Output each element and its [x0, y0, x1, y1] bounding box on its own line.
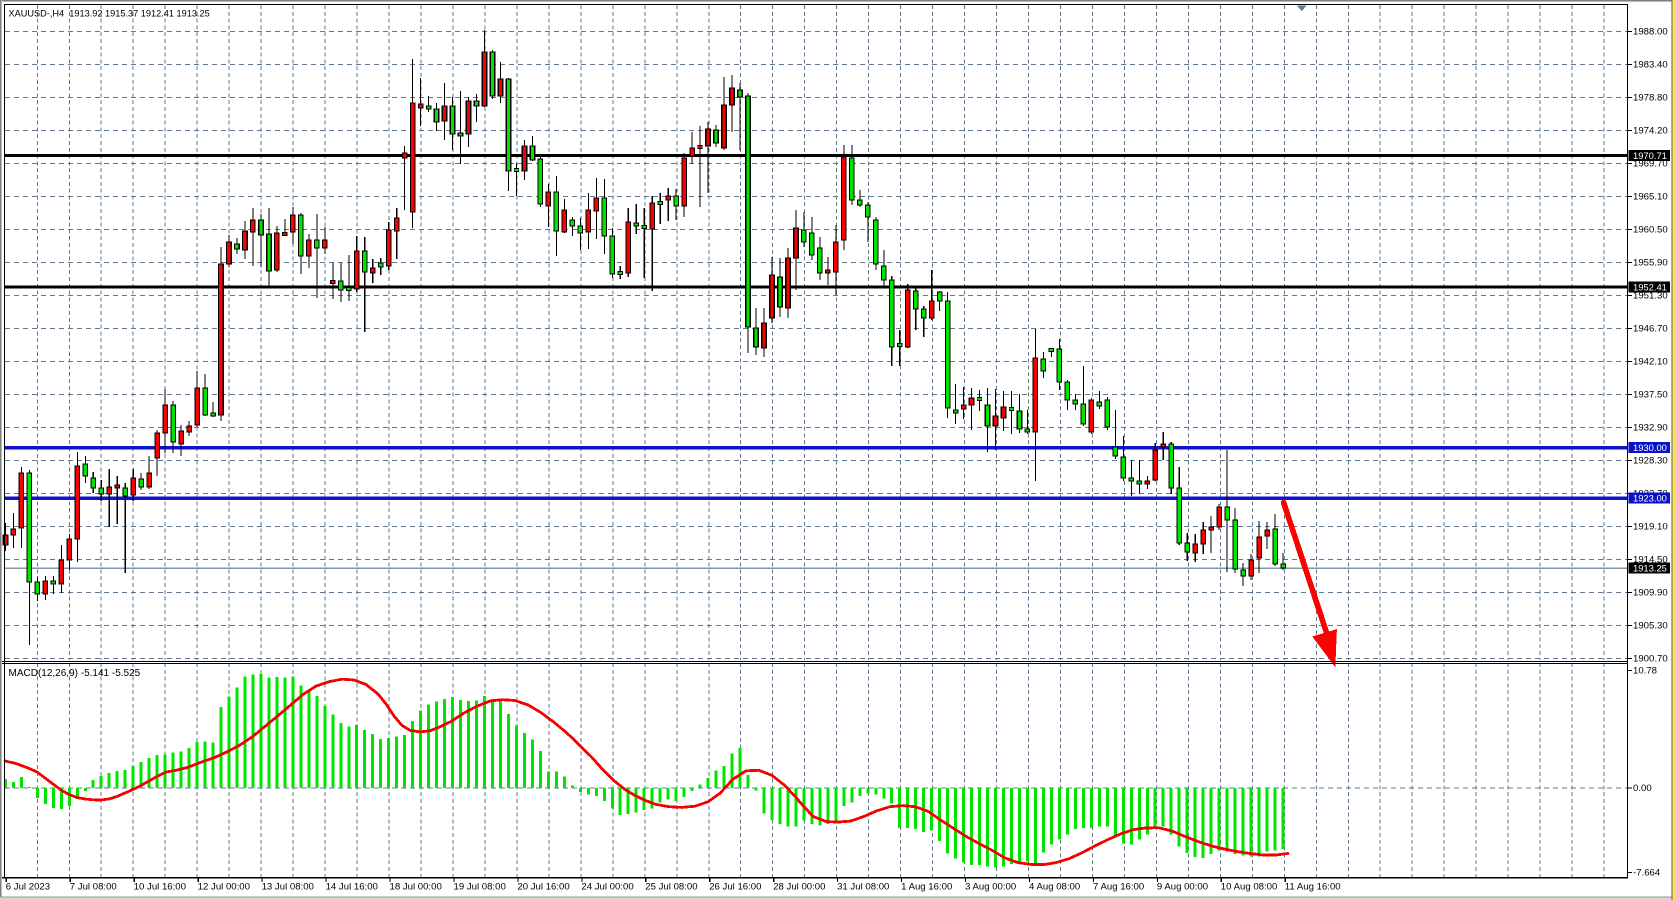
svg-text:-7.664: -7.664 — [1633, 868, 1661, 879]
svg-text:1942.10: 1942.10 — [1633, 357, 1668, 368]
svg-text:1974.20: 1974.20 — [1633, 126, 1668, 137]
svg-text:12 Jul 00:00: 12 Jul 00:00 — [198, 882, 250, 893]
svg-text:24 Jul 00:00: 24 Jul 00:00 — [581, 882, 633, 893]
svg-text:1932.90: 1932.90 — [1633, 423, 1668, 434]
svg-text:11 Aug 16:00: 11 Aug 16:00 — [1285, 882, 1341, 893]
svg-text:MACD(12,26,9) -5.141 -5.525: MACD(12,26,9) -5.141 -5.525 — [9, 668, 141, 679]
svg-text:1905.30: 1905.30 — [1633, 621, 1668, 632]
svg-text:1928.30: 1928.30 — [1633, 456, 1668, 467]
svg-text:1988.00: 1988.00 — [1633, 27, 1668, 38]
svg-text:1960.50: 1960.50 — [1633, 225, 1668, 236]
svg-text:1930.00: 1930.00 — [1633, 442, 1667, 453]
svg-text:28 Jul 00:00: 28 Jul 00:00 — [773, 882, 825, 893]
svg-text:7 Aug 16:00: 7 Aug 16:00 — [1093, 882, 1144, 893]
svg-text:XAUUSD-,H4 1913.92 1915.37 19: XAUUSD-,H4 1913.92 1915.37 1912.41 1913.… — [9, 9, 210, 19]
svg-text:25 Jul 08:00: 25 Jul 08:00 — [645, 882, 697, 893]
svg-text:1951.30: 1951.30 — [1633, 291, 1668, 302]
svg-text:18 Jul 00:00: 18 Jul 00:00 — [390, 882, 442, 893]
svg-text:1955.90: 1955.90 — [1633, 258, 1668, 269]
svg-text:13 Jul 08:00: 13 Jul 08:00 — [262, 882, 314, 893]
svg-text:1923.00: 1923.00 — [1633, 492, 1667, 503]
svg-text:1909.90: 1909.90 — [1633, 588, 1668, 599]
svg-text:6 Jul 2023: 6 Jul 2023 — [6, 882, 50, 893]
svg-text:1 Aug 16:00: 1 Aug 16:00 — [901, 882, 952, 893]
svg-text:1969.70: 1969.70 — [1633, 159, 1668, 170]
svg-text:9 Aug 00:00: 9 Aug 00:00 — [1157, 882, 1208, 893]
svg-text:10 Aug 08:00: 10 Aug 08:00 — [1221, 882, 1278, 893]
svg-text:4 Aug 08:00: 4 Aug 08:00 — [1029, 882, 1080, 893]
svg-text:7 Jul 08:00: 7 Jul 08:00 — [70, 882, 117, 893]
svg-text:31 Jul 08:00: 31 Jul 08:00 — [837, 882, 889, 893]
svg-text:26 Jul 16:00: 26 Jul 16:00 — [709, 882, 761, 893]
svg-text:1946.70: 1946.70 — [1633, 324, 1668, 335]
svg-text:19 Jul 08:00: 19 Jul 08:00 — [454, 882, 506, 893]
svg-text:1978.80: 1978.80 — [1633, 93, 1668, 104]
svg-text:1970.71: 1970.71 — [1633, 150, 1667, 161]
svg-text:1983.40: 1983.40 — [1633, 60, 1668, 71]
svg-text:1965.10: 1965.10 — [1633, 192, 1668, 203]
svg-text:10 Jul 16:00: 10 Jul 16:00 — [134, 882, 186, 893]
svg-text:3 Aug 00:00: 3 Aug 00:00 — [965, 882, 1016, 893]
svg-text:1914.50: 1914.50 — [1633, 555, 1668, 566]
svg-text:1919.10: 1919.10 — [1633, 522, 1668, 533]
svg-text:1913.25: 1913.25 — [1633, 563, 1667, 574]
svg-text:20 Jul 16:00: 20 Jul 16:00 — [517, 882, 569, 893]
svg-text:14 Jul 16:00: 14 Jul 16:00 — [326, 882, 378, 893]
svg-text:1900.70: 1900.70 — [1633, 654, 1668, 665]
svg-text:0.00: 0.00 — [1633, 783, 1652, 794]
svg-text:1952.41: 1952.41 — [1633, 281, 1667, 292]
svg-text:1937.50: 1937.50 — [1633, 390, 1668, 401]
svg-text:10.78: 10.78 — [1633, 666, 1657, 677]
